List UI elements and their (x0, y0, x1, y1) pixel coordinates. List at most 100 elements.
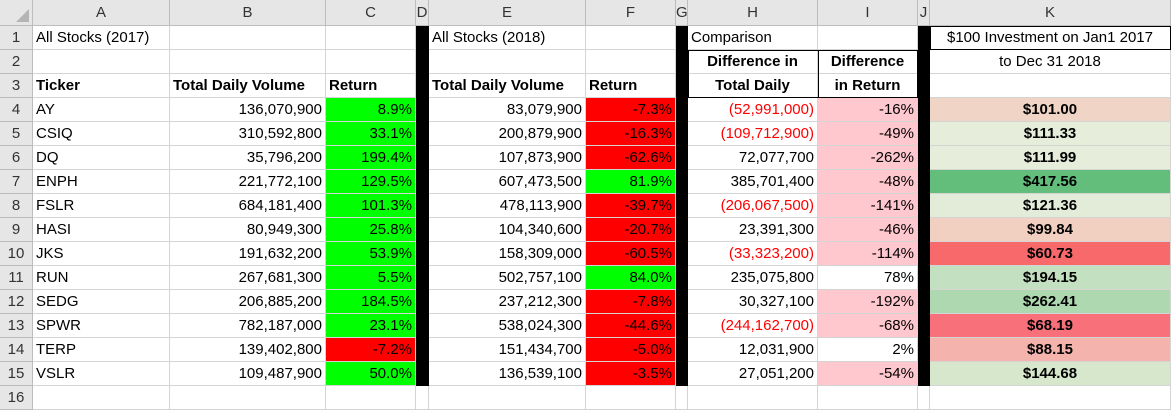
separator-cell[interactable] (676, 194, 688, 218)
diff-return-cell[interactable]: -141% (818, 194, 918, 218)
row-header-3[interactable]: 3 (0, 74, 33, 98)
separator-cell[interactable] (416, 74, 429, 98)
cell-empty[interactable] (930, 386, 1171, 410)
diff-return-cell[interactable]: -192% (818, 290, 918, 314)
ticker-cell[interactable]: FSLR (33, 194, 170, 218)
separator-cell[interactable] (918, 146, 930, 170)
column-header-a[interactable]: A (33, 0, 170, 26)
separator-cell[interactable] (918, 362, 930, 386)
volume-2017-cell[interactable]: 139,402,800 (170, 338, 326, 362)
return-2018-cell[interactable]: -60.5% (586, 242, 676, 266)
volume-2018-cell[interactable]: 237,212,300 (429, 290, 586, 314)
cell-h1-comparison[interactable]: Comparison (688, 26, 818, 50)
row-header-1[interactable]: 1 (0, 26, 33, 50)
investment-value-cell[interactable]: $60.73 (930, 242, 1171, 266)
volume-2017-cell[interactable]: 310,592,800 (170, 122, 326, 146)
separator-cell[interactable] (676, 290, 688, 314)
volume-2018-cell[interactable]: 607,473,500 (429, 170, 586, 194)
separator-cell[interactable] (416, 386, 429, 410)
separator-cell[interactable] (676, 98, 688, 122)
cell-empty[interactable] (818, 386, 918, 410)
separator-cell[interactable] (676, 242, 688, 266)
cell-empty[interactable] (170, 26, 326, 50)
return-2017-cell[interactable]: 23.1% (326, 314, 416, 338)
investment-value-cell[interactable]: $88.15 (930, 338, 1171, 362)
ticker-cell[interactable]: AY (33, 98, 170, 122)
row-header-9[interactable]: 9 (0, 218, 33, 242)
cell-empty[interactable] (930, 74, 1171, 98)
cell-e3-volume[interactable]: Total Daily Volume (429, 74, 586, 98)
cell-h2-diff-in[interactable]: Difference in (688, 50, 818, 74)
diff-volume-cell[interactable]: 12,031,900 (688, 338, 818, 362)
separator-cell[interactable] (416, 98, 429, 122)
column-header-f[interactable]: F (586, 0, 676, 26)
return-2017-cell[interactable]: 129.5% (326, 170, 416, 194)
diff-return-cell[interactable]: -48% (818, 170, 918, 194)
row-header-15[interactable]: 15 (0, 362, 33, 386)
separator-cell[interactable] (416, 218, 429, 242)
cell-k2-date-range[interactable]: to Dec 31 2018 (930, 50, 1171, 74)
return-2018-cell[interactable]: 84.0% (586, 266, 676, 290)
ticker-cell[interactable]: VSLR (33, 362, 170, 386)
cell-c3-return[interactable]: Return (326, 74, 416, 98)
return-2017-cell[interactable]: 50.0% (326, 362, 416, 386)
column-header-b[interactable]: B (170, 0, 326, 26)
cell-a3-ticker[interactable]: Ticker (33, 74, 170, 98)
volume-2017-cell[interactable]: 221,772,100 (170, 170, 326, 194)
separator-cell[interactable] (918, 266, 930, 290)
cell-empty[interactable] (586, 386, 676, 410)
return-2017-cell[interactable]: 5.5% (326, 266, 416, 290)
separator-cell[interactable] (676, 362, 688, 386)
separator-cell[interactable] (416, 242, 429, 266)
column-header-c[interactable]: C (326, 0, 416, 26)
diff-volume-cell[interactable]: 72,077,700 (688, 146, 818, 170)
separator-cell[interactable] (416, 338, 429, 362)
volume-2017-cell[interactable]: 191,632,200 (170, 242, 326, 266)
separator-cell[interactable] (918, 290, 930, 314)
diff-volume-cell[interactable]: 23,391,300 (688, 218, 818, 242)
cell-empty[interactable] (326, 386, 416, 410)
row-header-7[interactable]: 7 (0, 170, 33, 194)
return-2017-cell[interactable]: 25.8% (326, 218, 416, 242)
return-2018-cell[interactable]: -39.7% (586, 194, 676, 218)
investment-value-cell[interactable]: $111.99 (930, 146, 1171, 170)
volume-2017-cell[interactable]: 206,885,200 (170, 290, 326, 314)
investment-value-cell[interactable]: $262.41 (930, 290, 1171, 314)
investment-value-cell[interactable]: $194.15 (930, 266, 1171, 290)
return-2017-cell[interactable]: -7.2% (326, 338, 416, 362)
return-2017-cell[interactable]: 184.5% (326, 290, 416, 314)
volume-2018-cell[interactable]: 502,757,100 (429, 266, 586, 290)
separator-cell[interactable] (676, 386, 688, 410)
cell-a1-title[interactable]: All Stocks (2017) (33, 26, 170, 50)
row-header-13[interactable]: 13 (0, 314, 33, 338)
cell-empty[interactable] (33, 386, 170, 410)
return-2018-cell[interactable]: -5.0% (586, 338, 676, 362)
column-header-i[interactable]: I (818, 0, 918, 26)
separator-cell[interactable] (676, 26, 688, 50)
separator-cell[interactable] (416, 50, 429, 74)
cell-empty[interactable] (818, 26, 918, 50)
volume-2017-cell[interactable]: 684,181,400 (170, 194, 326, 218)
row-header-16[interactable]: 16 (0, 386, 33, 410)
cell-empty[interactable] (170, 50, 326, 74)
separator-cell[interactable] (918, 98, 930, 122)
diff-return-cell[interactable]: -54% (818, 362, 918, 386)
return-2017-cell[interactable]: 199.4% (326, 146, 416, 170)
diff-volume-cell[interactable]: (206,067,500) (688, 194, 818, 218)
volume-2017-cell[interactable]: 136,070,900 (170, 98, 326, 122)
separator-cell[interactable] (416, 26, 429, 50)
cell-k1-investment-title[interactable]: $100 Investment on Jan1 2017 (930, 26, 1171, 50)
diff-return-cell[interactable]: -262% (818, 146, 918, 170)
volume-2018-cell[interactable]: 538,024,300 (429, 314, 586, 338)
diff-return-cell[interactable]: -49% (818, 122, 918, 146)
investment-value-cell[interactable]: $121.36 (930, 194, 1171, 218)
cell-h3-total-daily[interactable]: Total Daily (688, 74, 818, 98)
ticker-cell[interactable]: DQ (33, 146, 170, 170)
diff-return-cell[interactable]: 2% (818, 338, 918, 362)
diff-volume-cell[interactable]: 235,075,800 (688, 266, 818, 290)
separator-cell[interactable] (416, 266, 429, 290)
volume-2018-cell[interactable]: 478,113,900 (429, 194, 586, 218)
separator-cell[interactable] (918, 26, 930, 50)
cell-f3-return[interactable]: Return (586, 74, 676, 98)
column-header-h[interactable]: H (688, 0, 818, 26)
